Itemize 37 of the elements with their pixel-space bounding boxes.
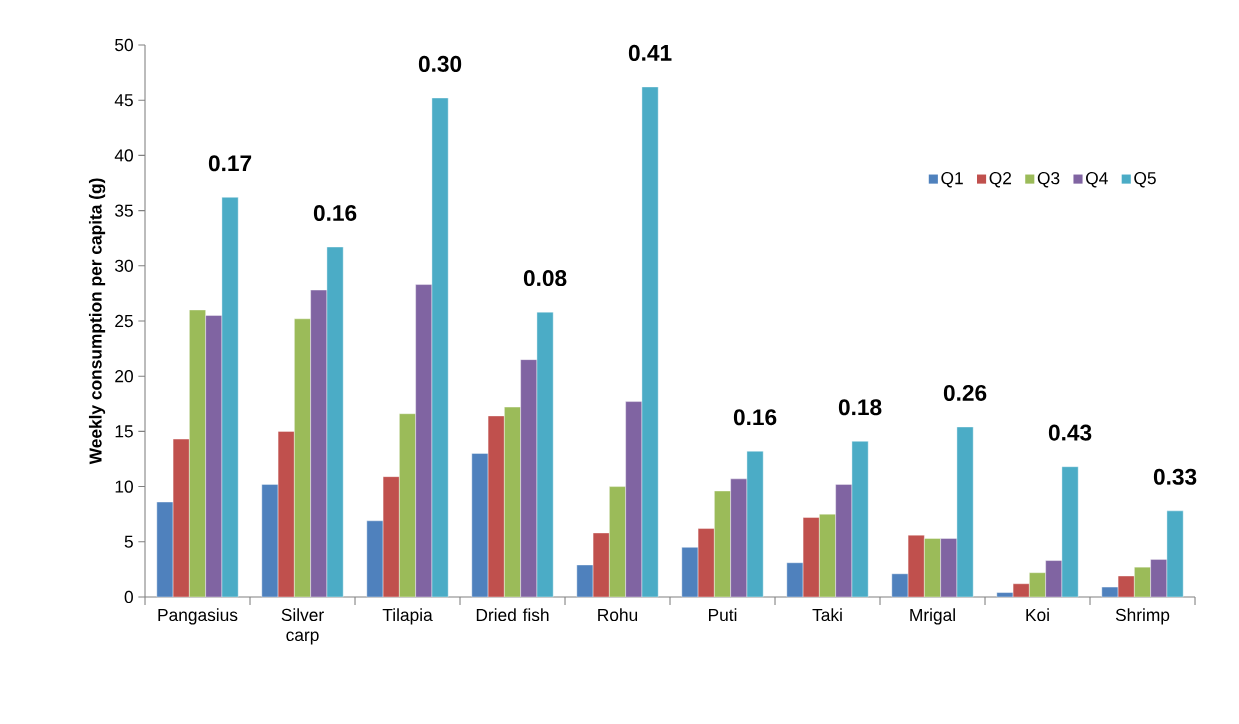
y-tick-label: 0 bbox=[124, 590, 133, 604]
legend-label: Q2 bbox=[989, 172, 1012, 188]
annotation: 0.08 bbox=[523, 270, 567, 287]
x-tick-label: Tilapia bbox=[382, 608, 433, 625]
y-tick-label: 25 bbox=[115, 314, 133, 328]
legend-label: Q3 bbox=[1037, 172, 1060, 188]
y-tick-label: 35 bbox=[115, 204, 133, 217]
x-tick-label: Rohu bbox=[598, 608, 638, 622]
x-tick-label: Puti bbox=[709, 608, 737, 622]
annotation: 0.16 bbox=[733, 409, 777, 426]
y-axis-title: Weekly consumption per capita (g) bbox=[88, 178, 106, 465]
y-tick-label: 45 bbox=[114, 94, 133, 107]
annotation: 0.43 bbox=[1048, 424, 1092, 441]
x-tick-label: Koi bbox=[1026, 608, 1049, 622]
y-tick-label: 10 bbox=[115, 480, 133, 493]
y-tick-label: 20 bbox=[115, 370, 133, 383]
legend-label: Q4 bbox=[1086, 172, 1108, 188]
annotation: 0.16 bbox=[313, 204, 357, 221]
legend-label: Q5 bbox=[1134, 172, 1156, 188]
y-tick-label: 50 bbox=[115, 38, 133, 52]
y-tick-label: 15 bbox=[115, 425, 133, 438]
x-tick-label: Taki bbox=[812, 608, 842, 622]
annotation: 0.33 bbox=[1153, 468, 1197, 485]
x-tick-label: Dried fish bbox=[476, 608, 549, 622]
x-tick-label: Shrimp bbox=[1115, 608, 1170, 625]
annotation: 0.26 bbox=[943, 384, 987, 401]
annotation: 0.17 bbox=[208, 155, 252, 172]
annotation: 0.18 bbox=[838, 399, 882, 416]
y-tick-label: 30 bbox=[115, 259, 133, 272]
y-tick-label: 40 bbox=[114, 149, 133, 162]
legend-label: Q1 bbox=[941, 172, 963, 188]
annotation: 0.30 bbox=[418, 55, 462, 72]
x-tick-label: Mrigal bbox=[910, 608, 955, 625]
annotation: 0.41 bbox=[628, 44, 672, 61]
y-tick-label: 5 bbox=[124, 535, 133, 548]
x-tick-label: Pangasius bbox=[158, 608, 238, 625]
x-tick-label: Silver carp bbox=[281, 608, 324, 645]
